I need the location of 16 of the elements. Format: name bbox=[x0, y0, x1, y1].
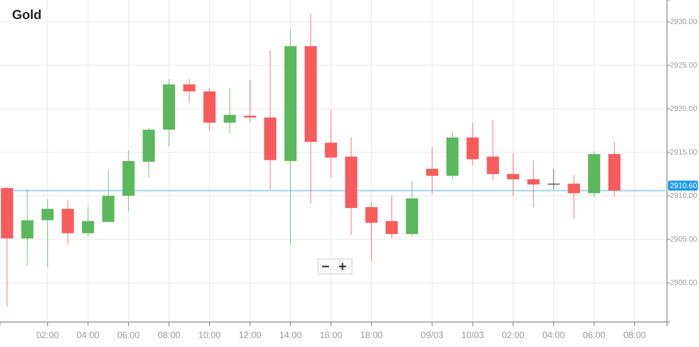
x-tick-label: 09/03 bbox=[420, 330, 444, 340]
x-tick-label: 08:00 bbox=[158, 330, 180, 340]
x-tick-label: 02:00 bbox=[502, 330, 524, 340]
x-tick-label: 12:00 bbox=[238, 330, 262, 340]
x-tick-label: 04:00 bbox=[542, 330, 565, 340]
x-tick-label: 04:00 bbox=[76, 330, 100, 340]
x-tick-label: 10:00 bbox=[198, 330, 221, 340]
x-tick-label: 18:00 bbox=[360, 330, 383, 340]
x-tick-label: 06:00 bbox=[582, 330, 606, 340]
x-tick-label: 06:00 bbox=[117, 330, 140, 340]
text: Gold bbox=[12, 7, 42, 22]
x-tick-label: 02:00 bbox=[36, 330, 59, 340]
x-tick-label: 10/03 bbox=[461, 330, 484, 340]
x-tick-label: 08:00 bbox=[623, 330, 646, 340]
x-tick-label: 16:00 bbox=[320, 330, 342, 340]
x-tick-label: 14:00 bbox=[279, 330, 302, 340]
